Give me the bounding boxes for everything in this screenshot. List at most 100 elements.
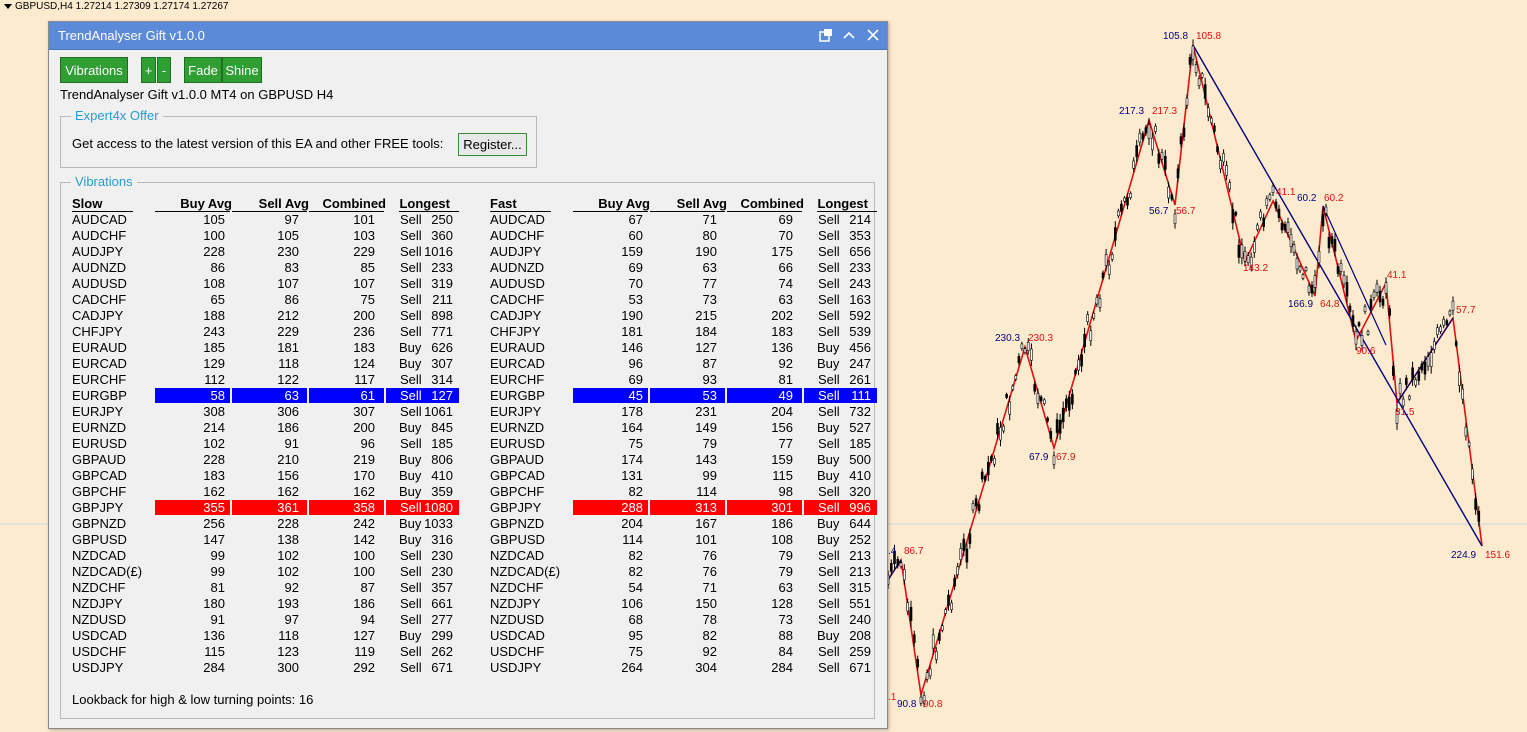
combined-value: 301 [771,500,793,515]
pair-name[interactable]: NZDCHF [490,580,544,595]
pair-name[interactable]: AUDJPY [490,244,542,259]
pair-name[interactable]: USDCAD [490,628,545,643]
longest-value: 1061 [424,404,453,419]
table-row: CHFJPY 181 184 183 Sell 539 [479,324,899,340]
pair-name[interactable]: CADCHF [72,292,127,307]
pair-name[interactable]: NZDCAD(£) [72,564,143,579]
longest-value: 111 [851,388,871,403]
fade-button[interactable]: Fade [184,57,222,83]
candle-body [1411,367,1414,381]
pair-name[interactable]: EURAUD [490,340,545,355]
longest-value: 230 [431,548,453,563]
pair-name[interactable]: AUDCHF [72,228,127,243]
sell-avg-value: 143 [695,452,717,467]
longest-direction: Sell [400,244,422,259]
window-titlebar[interactable]: TrendAnalyser Gift v1.0.0 [49,22,887,50]
longest-direction: Buy [399,468,422,483]
pair-name[interactable]: GBPCHF [490,484,545,499]
pair-name[interactable]: NZDJPY [72,596,123,611]
pair-name[interactable]: AUDCAD [490,212,545,227]
pair-name[interactable]: USDJPY [490,660,542,675]
combined-value: 96 [360,436,375,451]
pair-name[interactable]: GBPNZD [490,516,545,531]
combined-value: 159 [771,452,793,467]
pair-name[interactable]: GBPJPY [490,500,542,515]
pair-name[interactable]: EURJPY [490,404,542,419]
pair-name[interactable]: EURGBP [490,388,545,403]
table-row: CHFJPY 243 229 236 Sell 771 [61,324,481,340]
sell-avg-value: 138 [277,532,299,547]
pair-name[interactable]: USDCAD [72,628,127,643]
pair-name[interactable]: USDCHF [490,644,545,659]
pair-name[interactable]: AUDNZD [72,260,127,275]
buy-avg-value: 68 [628,612,643,627]
pair-name[interactable]: GBPCAD [490,468,545,483]
offer-legend: Expert4x Offer [71,108,163,123]
pair-name[interactable]: NZDCAD [490,548,545,563]
pair-name[interactable]: EURUSD [490,436,545,451]
longest-value: 456 [849,340,871,355]
pair-name[interactable]: GBPAUD [72,452,126,467]
candle-body [1375,283,1379,293]
pair-name[interactable]: AUDNZD [490,260,545,275]
pair-name[interactable]: EURCAD [490,356,545,371]
table-row: GBPUSD 114 101 108 Buy 252 [479,532,899,548]
register-button[interactable]: Register... [458,133,527,156]
candle-body [1080,354,1083,367]
pair-name[interactable]: GBPJPY [72,500,124,515]
pair-name[interactable]: AUDUSD [72,276,127,291]
candle-body [1231,209,1235,224]
pair-name[interactable]: CHFJPY [490,324,541,339]
pair-name[interactable]: AUDJPY [72,244,124,259]
pair-name[interactable]: EURCHF [72,372,127,387]
pair-name[interactable]: EURCHF [490,372,545,387]
restore-icon[interactable] [818,27,834,43]
pair-name[interactable]: AUDCHF [490,228,545,243]
pair-name[interactable]: EURGBP [72,388,127,403]
longest-direction: Sell [818,276,840,291]
buy-avg-value: 82 [628,548,643,563]
pair-name[interactable]: EURJPY [72,404,124,419]
pair-name[interactable]: EURNZD [72,420,127,435]
pair-name[interactable]: AUDUSD [490,276,545,291]
pair-name[interactable]: NZDCAD(£) [490,564,561,579]
plus-button[interactable]: + [141,57,156,83]
pair-name[interactable]: NZDUSD [72,612,127,627]
longest-value: 277 [431,612,453,627]
pair-name[interactable]: GBPAUD [490,452,544,467]
pair-name[interactable]: CADJPY [72,308,124,323]
combined-value: 87 [360,580,375,595]
pair-name[interactable]: AUDCAD [72,212,127,227]
vibrations-button[interactable]: Vibrations [60,57,128,83]
buy-avg-value: 58 [210,388,225,403]
pair-name[interactable]: GBPCHF [72,484,127,499]
table-row: NZDCAD 99 102 100 Sell 230 [61,548,481,564]
pair-name[interactable]: NZDCHF [72,580,126,595]
pair-name[interactable]: CADCHF [490,292,545,307]
pair-name[interactable]: NZDUSD [490,612,545,627]
pair-name[interactable]: CHFJPY [72,324,123,339]
candle-body [1464,426,1468,437]
pair-name[interactable]: NZDJPY [490,596,541,611]
minus-button[interactable]: - [157,57,171,83]
pair-name[interactable]: EURNZD [490,420,545,435]
candle-body [1372,291,1376,298]
buy-avg-value: 96 [628,356,643,371]
shine-button[interactable]: Shine [222,57,262,83]
minimize-chevron-icon[interactable] [841,27,857,43]
pair-name[interactable]: GBPCAD [72,468,127,483]
pair-name[interactable]: GBPNZD [72,516,127,531]
combined-value: 100 [353,548,375,563]
combined-value: 75 [360,292,375,307]
pair-name[interactable]: NZDCAD [72,548,127,563]
pair-name[interactable]: USDJPY [72,660,124,675]
close-icon[interactable] [865,27,881,43]
pair-name[interactable]: GBPUSD [490,532,545,547]
pair-name[interactable]: GBPUSD [72,532,127,547]
pair-name[interactable]: EURCAD [72,356,127,371]
pair-name[interactable]: CADJPY [490,308,542,323]
pair-name[interactable]: USDCHF [72,644,127,659]
pair-name[interactable]: EURUSD [72,436,127,451]
pair-name[interactable]: EURAUD [72,340,127,355]
